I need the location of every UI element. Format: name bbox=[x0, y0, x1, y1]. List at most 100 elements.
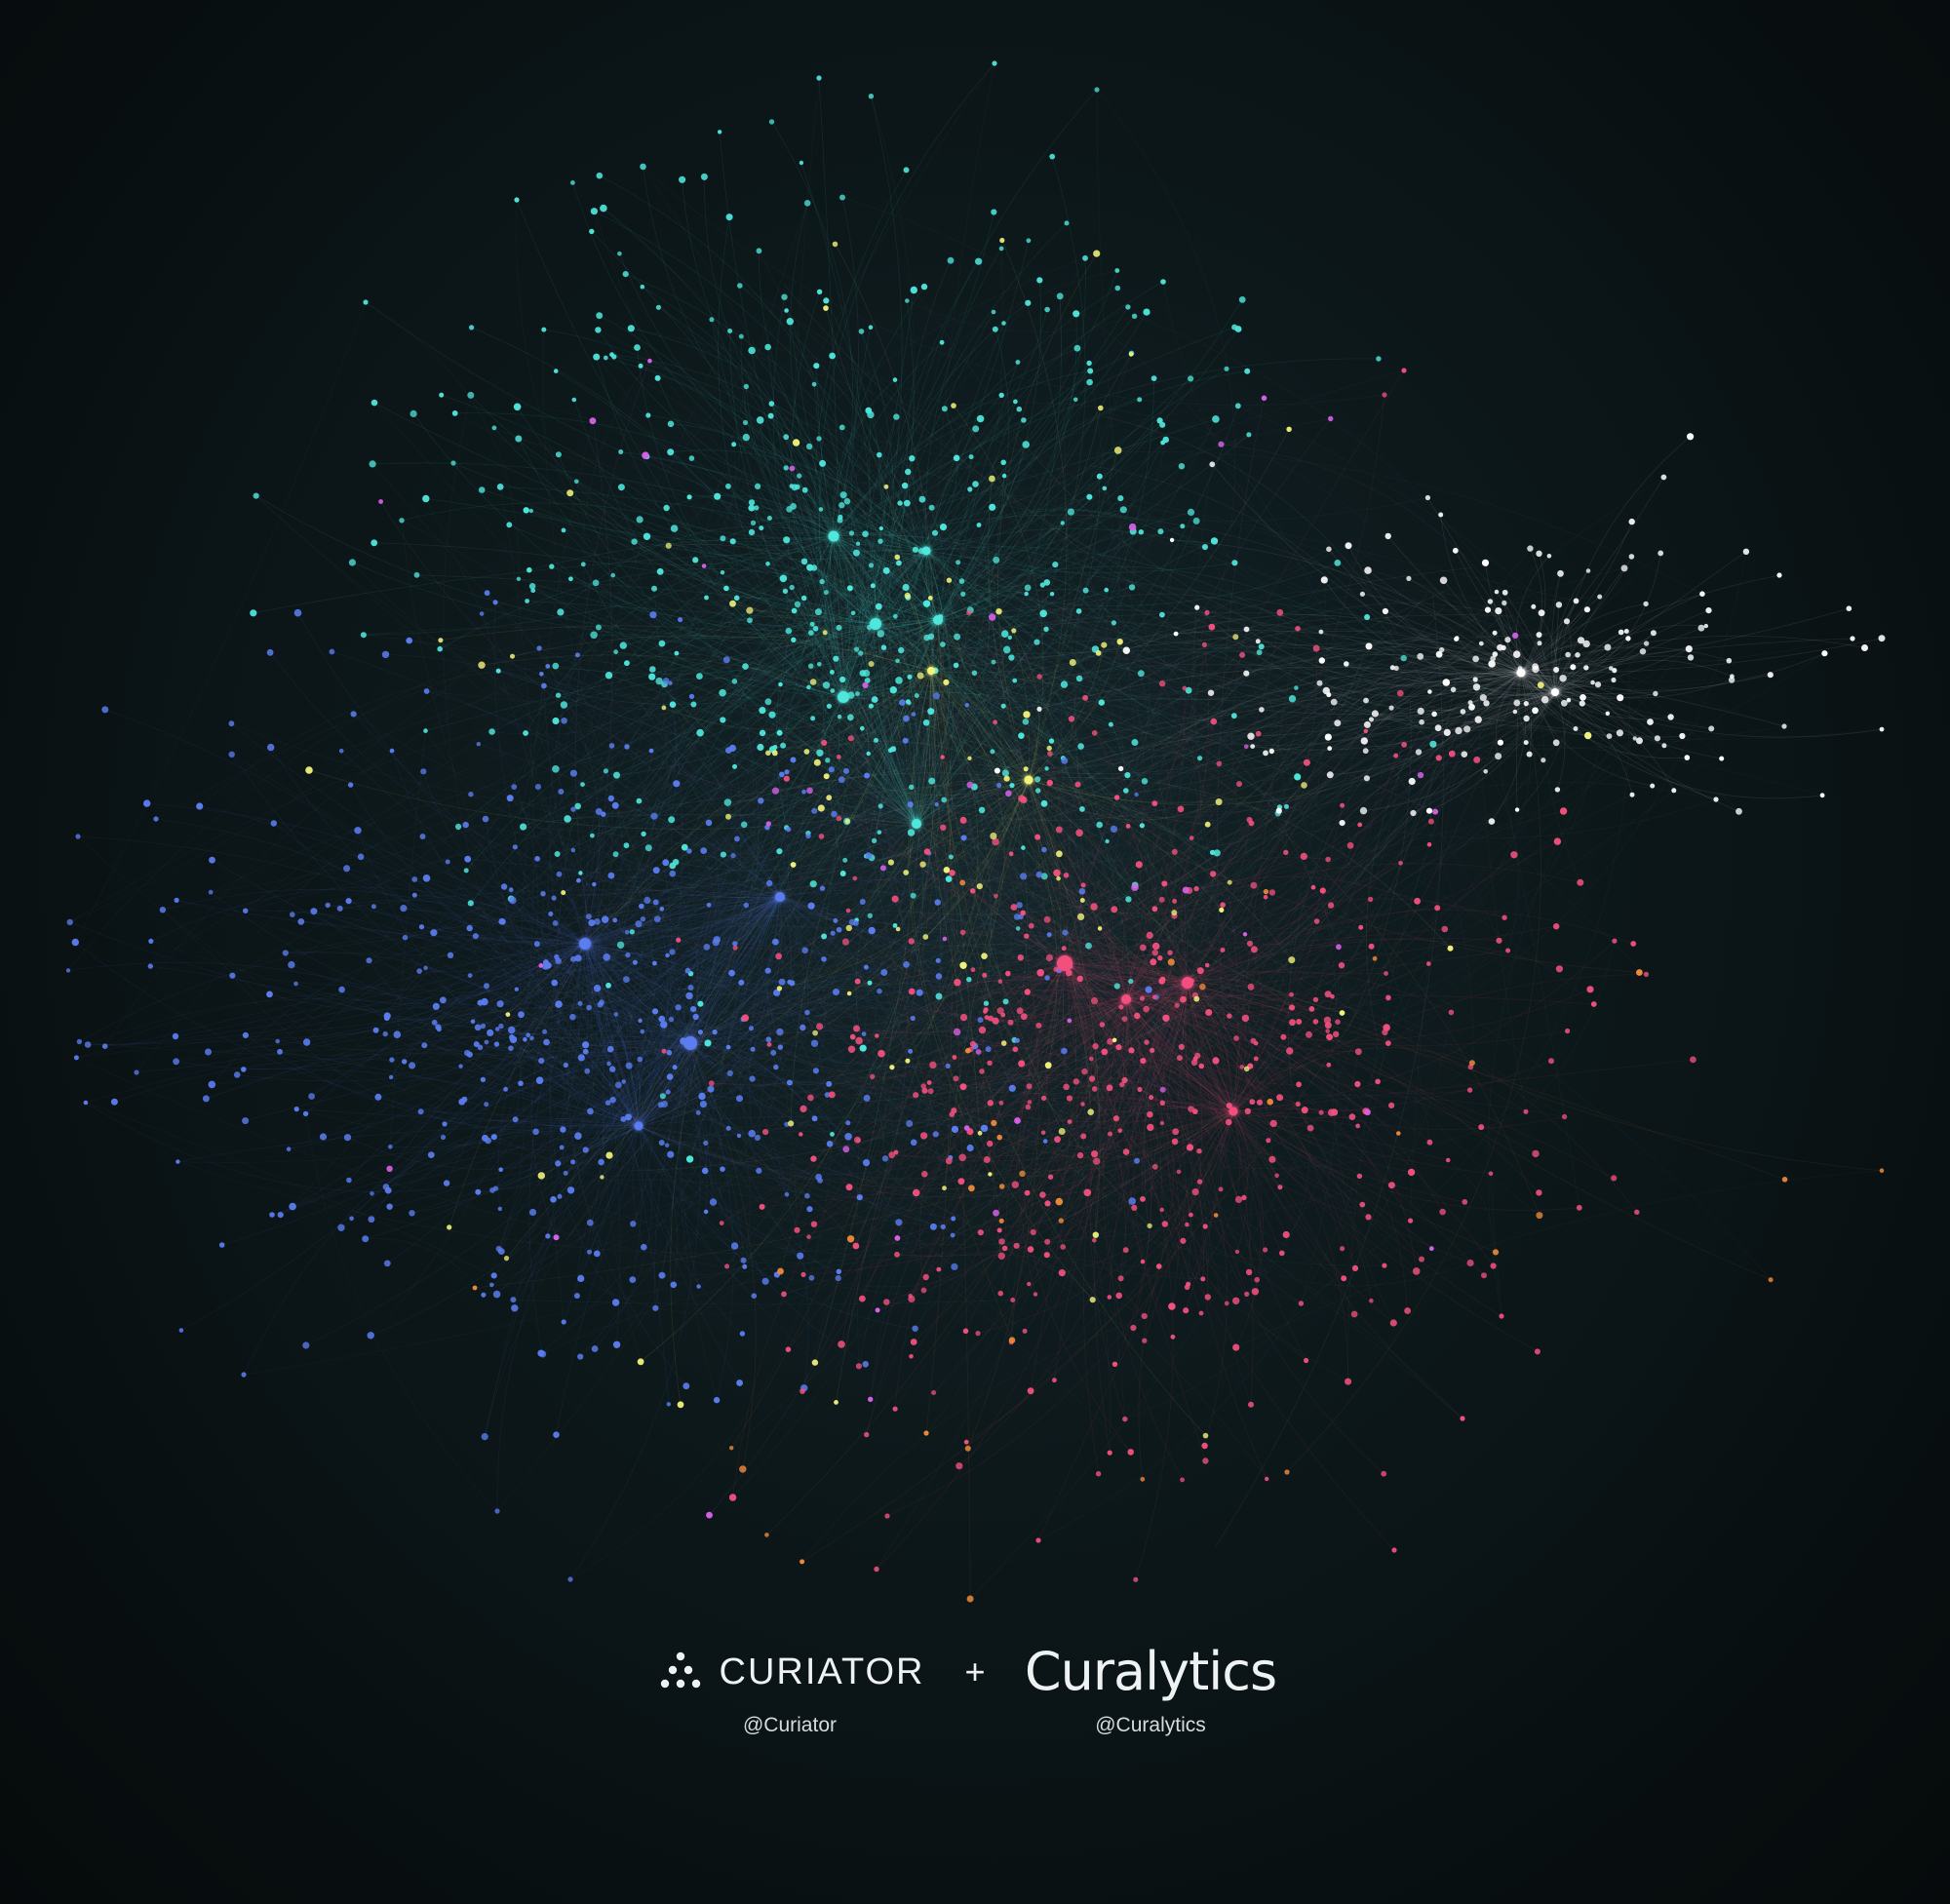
network-edge bbox=[1125, 998, 1485, 1276]
network-node bbox=[759, 707, 766, 715]
network-node bbox=[708, 1080, 715, 1087]
network-edge bbox=[678, 896, 781, 1008]
network-edge bbox=[1301, 631, 1630, 1304]
network-edge bbox=[808, 1099, 1234, 1237]
network-node bbox=[535, 1076, 544, 1084]
network-edge bbox=[930, 670, 1208, 826]
network-node bbox=[1157, 528, 1164, 535]
network-node bbox=[991, 309, 996, 315]
network-node bbox=[1426, 1139, 1433, 1146]
network-node bbox=[932, 1131, 939, 1138]
network-node bbox=[1284, 803, 1289, 809]
network-node bbox=[959, 1013, 968, 1022]
network-edge bbox=[749, 574, 1370, 647]
network-node bbox=[686, 494, 692, 500]
network-node bbox=[942, 1185, 947, 1191]
network-edge bbox=[785, 591, 844, 698]
network-node bbox=[659, 907, 665, 912]
network-edge bbox=[632, 1125, 644, 1248]
network-edge bbox=[176, 900, 586, 945]
network-edge bbox=[638, 1125, 800, 1257]
network-node bbox=[1382, 392, 1387, 398]
network-edge bbox=[1007, 973, 1329, 1069]
network-edge bbox=[1064, 945, 1156, 964]
network-edge bbox=[689, 1042, 714, 1203]
network-edge bbox=[1346, 663, 1522, 683]
network-edge bbox=[1031, 925, 1189, 984]
network-node bbox=[558, 789, 565, 795]
curiator-handle[interactable]: @Curiator bbox=[742, 1714, 837, 1736]
network-edge bbox=[573, 399, 917, 825]
network-node bbox=[766, 1042, 772, 1047]
network-node bbox=[1128, 1197, 1136, 1205]
network-node bbox=[1697, 624, 1705, 632]
network-edge bbox=[682, 947, 708, 1044]
network-node bbox=[880, 969, 888, 976]
network-node bbox=[1075, 675, 1083, 682]
network-edge bbox=[1064, 962, 1087, 1082]
network-node bbox=[430, 929, 438, 937]
network-node bbox=[580, 782, 585, 787]
network-node bbox=[966, 977, 972, 983]
network-edge bbox=[638, 1125, 916, 1330]
network-node bbox=[1365, 1214, 1372, 1221]
network-edge bbox=[1028, 779, 1059, 879]
network-edge bbox=[589, 935, 1028, 1253]
network-node bbox=[696, 673, 703, 680]
network-node bbox=[624, 930, 630, 935]
network-node bbox=[838, 502, 845, 509]
network-edge bbox=[937, 587, 1029, 621]
network-edge bbox=[585, 1044, 1088, 1193]
network-edge bbox=[937, 329, 1010, 621]
network-node bbox=[947, 256, 955, 264]
network-node bbox=[559, 1145, 565, 1150]
network-edge bbox=[756, 507, 835, 537]
network-node bbox=[670, 1281, 678, 1289]
network-node bbox=[533, 941, 540, 948]
network-node bbox=[336, 905, 343, 912]
network-edge bbox=[638, 704, 968, 1127]
network-node bbox=[1058, 1128, 1066, 1135]
curalytics-handle[interactable]: @Curalytics bbox=[1095, 1714, 1206, 1736]
network-node bbox=[1408, 1218, 1414, 1224]
network-edge bbox=[937, 619, 1082, 1021]
network-edge bbox=[506, 779, 1030, 1259]
network-node bbox=[1684, 755, 1691, 760]
network-node bbox=[1177, 805, 1185, 813]
network-node bbox=[695, 1109, 701, 1115]
network-edge bbox=[842, 401, 1016, 698]
network-node bbox=[631, 538, 638, 545]
network-node bbox=[472, 1285, 478, 1291]
network-edge bbox=[584, 803, 911, 945]
network-node bbox=[1000, 459, 1006, 466]
network-edge bbox=[1080, 746, 1105, 826]
network-node bbox=[1573, 598, 1580, 604]
network-node bbox=[416, 968, 422, 974]
network-node bbox=[853, 920, 859, 926]
network-node bbox=[998, 1184, 1005, 1189]
network-node bbox=[1016, 902, 1023, 909]
network-node bbox=[729, 538, 736, 545]
network-edge bbox=[1043, 1098, 1234, 1115]
network-edge bbox=[842, 560, 997, 698]
network-node bbox=[1159, 1100, 1166, 1107]
network-edge bbox=[212, 859, 691, 1044]
network-edge bbox=[1232, 628, 1299, 1112]
network-node bbox=[542, 962, 550, 970]
network-edge bbox=[558, 574, 613, 920]
network-edge bbox=[1042, 1107, 1234, 1134]
network-edge bbox=[925, 550, 934, 782]
network-edge bbox=[563, 772, 1030, 893]
network-node bbox=[1117, 1275, 1124, 1282]
network-edge bbox=[1028, 777, 1451, 949]
network-edge bbox=[1064, 962, 1125, 1081]
network-edge bbox=[614, 896, 781, 931]
network-node bbox=[928, 504, 935, 511]
network-edge bbox=[1187, 938, 1560, 984]
network-edge bbox=[1064, 953, 1300, 1023]
network-edge bbox=[1520, 669, 1599, 685]
network-node bbox=[995, 608, 1002, 615]
network-node bbox=[766, 879, 773, 887]
network-edge bbox=[497, 943, 586, 1209]
network-node bbox=[916, 989, 923, 996]
